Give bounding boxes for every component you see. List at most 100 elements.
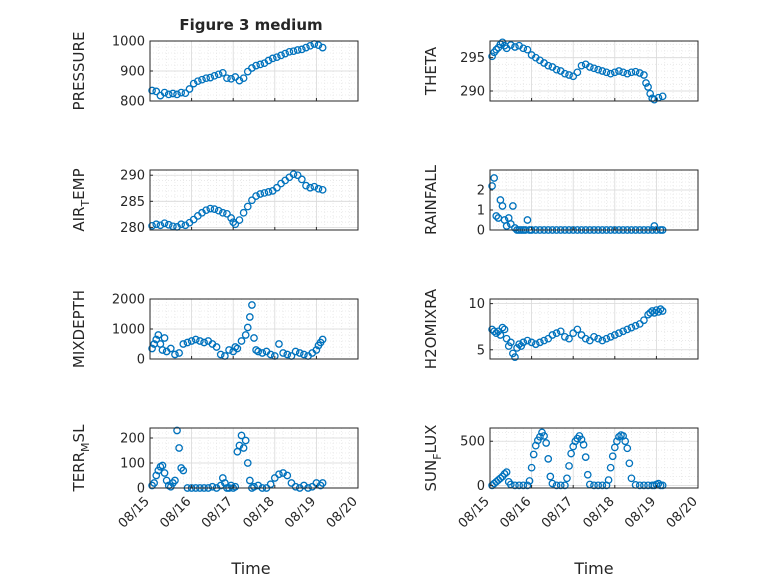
y-axis-label: AIRTEMP: [70, 168, 92, 231]
axes-background: [150, 170, 358, 230]
data-point: [250, 482, 258, 491]
data-point: [277, 51, 285, 60]
data-point: [506, 220, 515, 228]
data-point: [602, 68, 611, 77]
data-point: [235, 76, 244, 85]
data-point: [492, 329, 501, 337]
data-point: [511, 481, 519, 490]
data-point: [318, 335, 327, 344]
subplot-pressure: 800 900 1000 PRESSURE: [70, 32, 359, 110]
data-point: [506, 41, 515, 49]
data-point: [241, 331, 250, 339]
data-point: [627, 474, 636, 483]
data-point: [513, 344, 521, 352]
data-point: [281, 49, 290, 58]
data-point: [318, 185, 327, 194]
data-point: [594, 65, 603, 74]
data-point: [488, 182, 496, 190]
data-point: [314, 184, 323, 193]
y-tick-label: 1000: [112, 35, 145, 50]
data-point: [646, 89, 655, 98]
data-point: [627, 68, 636, 77]
data-point: [490, 327, 499, 336]
data-point: [498, 202, 507, 210]
data-point: [517, 342, 526, 350]
data-point: [615, 67, 623, 75]
data-point: [202, 206, 211, 215]
data-point: [565, 71, 573, 79]
axes-box: [149, 427, 359, 489]
data-point: [654, 479, 663, 488]
y-tick-label: 0: [137, 353, 145, 368]
data-point: [295, 349, 304, 357]
data-point: [152, 220, 161, 229]
data-point: [235, 216, 244, 224]
axes-background: [490, 428, 698, 488]
data-point: [241, 436, 250, 445]
data-point: [287, 479, 296, 487]
data-point: [500, 470, 509, 478]
data-point: [613, 437, 621, 446]
data-point: [598, 67, 607, 75]
data-point: [223, 74, 231, 83]
axes-box: [149, 169, 359, 231]
data-point: [502, 468, 511, 476]
data-point: [598, 336, 607, 345]
data-point: [506, 338, 515, 347]
data-point: [214, 206, 223, 215]
data-point: [312, 346, 321, 354]
data-point: [544, 455, 553, 463]
data-point: [191, 335, 200, 344]
data-point: [302, 43, 310, 52]
data-point: [200, 338, 208, 347]
data-point: [500, 325, 509, 334]
data-point: [160, 334, 169, 342]
x-axis-label-right: Time: [573, 559, 613, 578]
data-point: [631, 321, 640, 330]
data-point: [610, 331, 619, 339]
data-point: [239, 74, 248, 83]
y-tick-label: 0: [477, 224, 485, 239]
data-point: [640, 481, 648, 490]
data-point: [536, 432, 544, 441]
data-point: [563, 474, 571, 483]
data-point: [166, 344, 175, 353]
data-point: [158, 461, 167, 470]
data-point: [548, 479, 557, 488]
y-tick-label: 1: [477, 204, 485, 219]
data-point: [604, 476, 613, 484]
data-point: [152, 335, 161, 344]
data-point: [275, 470, 283, 479]
data-point: [656, 305, 665, 313]
data-point: [602, 334, 611, 343]
data-point: [623, 325, 632, 334]
data-point: [502, 222, 511, 230]
data-point: [556, 481, 565, 490]
data-point: [306, 41, 315, 50]
data-point: [556, 327, 565, 336]
x-axis-label-left: Time: [230, 559, 270, 578]
data-point: [198, 75, 206, 84]
data-point: [306, 183, 315, 192]
data-point: [523, 216, 532, 224]
data-point: [658, 481, 667, 490]
y-tick-label: 2000: [112, 293, 145, 308]
data-point: [623, 444, 632, 453]
data-point: [577, 61, 586, 70]
data-point: [185, 85, 194, 93]
subplot-h2omixra: 5 10 H2OMIXRA: [422, 288, 699, 369]
y-tick-label: 900: [120, 65, 145, 80]
axes-background: [150, 428, 358, 488]
subplot-air-temp: 280 285 290 AIRTEMP: [70, 168, 359, 236]
data-point: [625, 459, 634, 468]
data-point: [523, 45, 532, 54]
data-point: [173, 426, 181, 435]
data-point: [585, 63, 594, 71]
data-point: [283, 471, 292, 480]
data-point: [573, 68, 582, 77]
data-point: [598, 481, 607, 490]
data-point: [565, 462, 573, 470]
axes-box: [489, 169, 699, 231]
